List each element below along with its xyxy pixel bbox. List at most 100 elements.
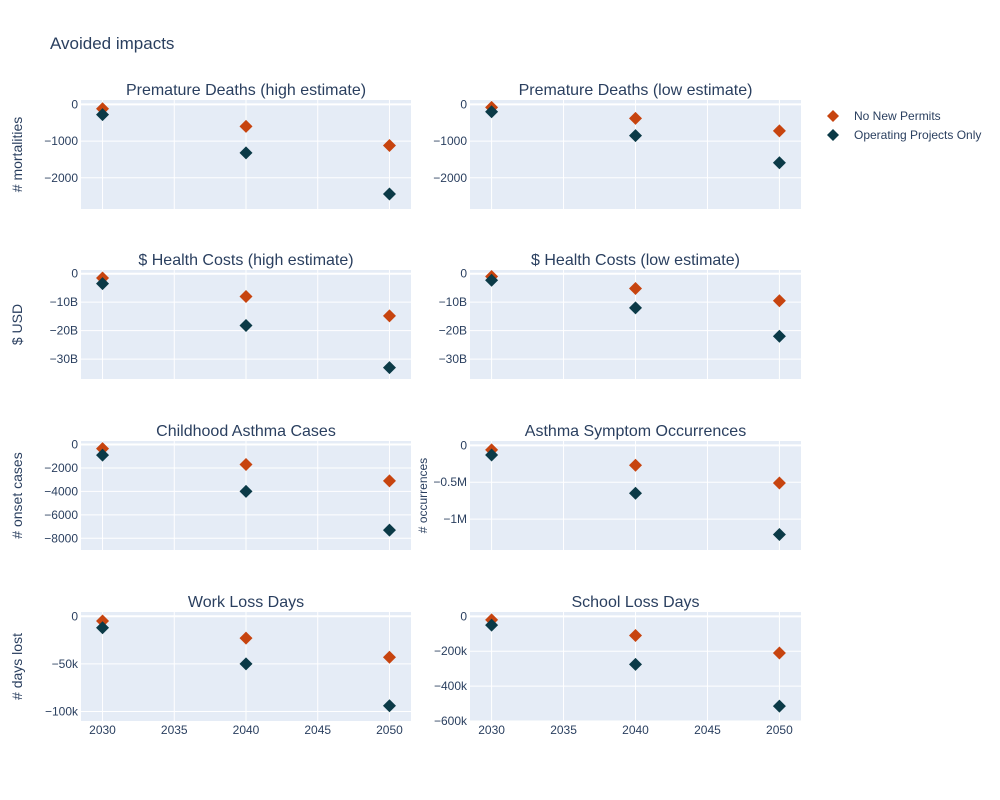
- data-point-operating-projects-only: [485, 105, 499, 119]
- x-tick-label: 2035: [161, 723, 188, 737]
- data-point-operating-projects-only: [382, 699, 396, 713]
- data-point-operating-projects-only: [485, 618, 499, 632]
- data-point-no-new-permits: [772, 476, 786, 490]
- data-point-no-new-permits: [382, 650, 396, 664]
- y-tick-label: −2000: [433, 171, 467, 185]
- data-point-no-new-permits: [772, 294, 786, 308]
- x-tick-label: 2040: [233, 723, 260, 737]
- legend-item-no-new-permits[interactable]: No New Permits: [826, 106, 981, 125]
- y-tick-label: −8000: [44, 531, 78, 545]
- data-point-operating-projects-only: [239, 146, 253, 160]
- diamond-marker-icon: [827, 109, 839, 122]
- subplot-title: Work Loss Days: [188, 594, 304, 611]
- y-tick-label: −600k: [434, 714, 468, 728]
- y-axis-title: # occurrences: [416, 458, 430, 533]
- data-point-no-new-permits: [772, 646, 786, 660]
- y-tick-label: −10B: [439, 295, 467, 309]
- y-tick-label: −100k: [45, 704, 79, 718]
- data-point-operating-projects-only: [382, 523, 396, 537]
- y-tick-label: 0: [71, 609, 78, 623]
- data-point-operating-projects-only: [629, 657, 642, 671]
- data-point-no-new-permits: [382, 139, 396, 153]
- y-tick-label: 0: [460, 438, 467, 452]
- data-point-operating-projects-only: [96, 277, 110, 291]
- y-tick-label: −20B: [439, 324, 467, 338]
- data-point-operating-projects-only: [629, 129, 642, 143]
- x-tick-label: 2040: [622, 723, 649, 737]
- data-point-no-new-permits: [772, 124, 786, 138]
- y-tick-label: −6000: [44, 508, 78, 522]
- y-axis-title: $ USD: [9, 304, 25, 345]
- y-tick-label: −20B: [50, 324, 78, 338]
- y-tick-label: 0: [460, 609, 467, 623]
- data-point-no-new-permits: [629, 281, 642, 295]
- y-tick-label: −10B: [50, 295, 78, 309]
- data-point-no-new-permits: [239, 631, 253, 645]
- figure-title: Avoided impacts: [50, 34, 175, 53]
- y-tick-label: −2000: [44, 461, 78, 475]
- data-point-no-new-permits: [629, 458, 642, 472]
- data-point-operating-projects-only: [96, 621, 110, 635]
- x-tick-label: 2050: [376, 723, 403, 737]
- y-tick-label: −0.5M: [433, 475, 467, 489]
- data-point-operating-projects-only: [239, 318, 253, 332]
- y-tick-label: −1000: [433, 134, 467, 148]
- x-tick-label: 2035: [550, 723, 577, 737]
- legend[interactable]: No New Permits Operating Projects Only: [826, 106, 981, 144]
- x-tick-label: 2045: [304, 723, 331, 737]
- y-tick-label: 0: [460, 97, 467, 111]
- diamond-marker-icon: [827, 128, 839, 141]
- y-tick-label: −4000: [44, 484, 78, 498]
- legend-item-operating-projects-only[interactable]: Operating Projects Only: [826, 125, 981, 144]
- y-tick-label: −200k: [434, 644, 468, 658]
- y-tick-label: 0: [460, 267, 467, 281]
- data-point-no-new-permits: [629, 111, 642, 125]
- y-tick-label: −1000: [44, 134, 78, 148]
- y-axis-title: # mortalities: [9, 117, 25, 192]
- legend-label: No New Permits: [854, 108, 941, 123]
- y-tick-label: −30B: [439, 352, 467, 366]
- x-tick-label: 2050: [766, 723, 793, 737]
- y-tick-label: −30B: [50, 352, 78, 366]
- x-tick-label: 2030: [89, 723, 116, 737]
- y-tick-label: 0: [71, 438, 78, 452]
- data-point-operating-projects-only: [629, 301, 642, 315]
- data-point-operating-projects-only: [382, 187, 396, 201]
- subplot-title: Premature Deaths (high estimate): [126, 82, 366, 99]
- subplot-title: Premature Deaths (low estimate): [519, 82, 753, 99]
- subplot-title: $ Health Costs (low estimate): [531, 252, 740, 269]
- data-point-no-new-permits: [239, 119, 253, 133]
- data-point-no-new-permits: [96, 614, 110, 628]
- y-axis-title: # days lost: [9, 633, 25, 700]
- data-point-operating-projects-only: [382, 361, 396, 375]
- y-tick-label: −2000: [44, 171, 78, 185]
- data-point-operating-projects-only: [485, 448, 499, 462]
- data-point-operating-projects-only: [772, 528, 786, 542]
- data-point-no-new-permits: [629, 629, 642, 643]
- x-tick-label: 2045: [694, 723, 721, 737]
- subplot-title: Childhood Asthma Cases: [156, 423, 336, 440]
- y-axis-title: # onset cases: [9, 452, 25, 538]
- subplot-title: School Loss Days: [571, 594, 699, 611]
- y-tick-label: −50k: [52, 657, 79, 671]
- data-point-operating-projects-only: [485, 273, 499, 287]
- data-point-operating-projects-only: [629, 486, 642, 500]
- y-tick-label: −400k: [434, 679, 468, 693]
- data-point-operating-projects-only: [772, 156, 786, 170]
- subplot-title: $ Health Costs (high estimate): [138, 252, 353, 269]
- data-point-operating-projects-only: [96, 448, 110, 462]
- data-point-no-new-permits: [382, 309, 396, 323]
- data-point-no-new-permits: [239, 457, 253, 471]
- data-point-operating-projects-only: [96, 108, 110, 122]
- y-tick-label: 0: [71, 267, 78, 281]
- data-point-no-new-permits: [239, 289, 253, 303]
- x-tick-label: 2030: [478, 723, 505, 737]
- data-point-operating-projects-only: [772, 329, 786, 343]
- data-point-operating-projects-only: [239, 484, 253, 498]
- data-point-no-new-permits: [382, 474, 396, 488]
- legend-label: Operating Projects Only: [854, 127, 982, 142]
- subplot-title: Asthma Symptom Occurrences: [525, 423, 746, 440]
- data-point-operating-projects-only: [772, 699, 786, 713]
- y-tick-label: −1M: [443, 512, 467, 526]
